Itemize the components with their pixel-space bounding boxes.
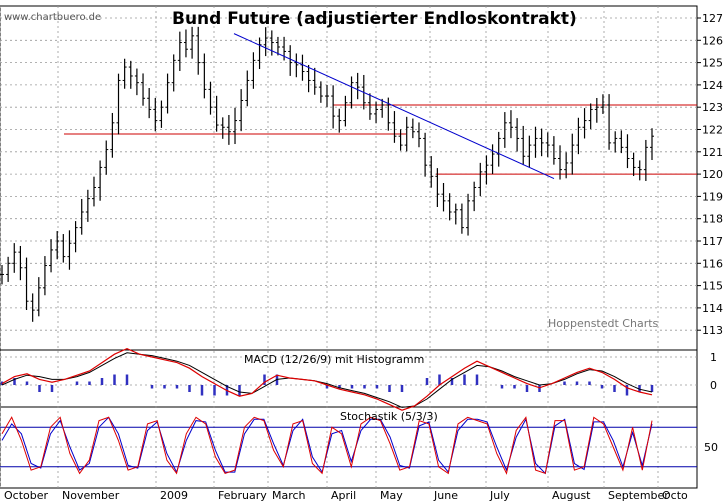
- price-tick-label: 120: [702, 168, 723, 181]
- watermark: www.chartbuero.de: [4, 12, 101, 23]
- stochastic-k-line: [1, 416, 653, 475]
- month-label: June: [433, 489, 458, 502]
- price-tick-label: 119: [702, 190, 723, 203]
- price-tick-label: 124: [702, 79, 723, 92]
- macd-tick-label: 1: [710, 351, 717, 364]
- month-label: November: [62, 489, 120, 502]
- support-resistance-lines: [64, 104, 697, 175]
- month-label: October: [4, 489, 48, 502]
- price-tick-label: 116: [702, 257, 723, 270]
- price-tick-label: 114: [702, 302, 723, 315]
- downtrend-line: [233, 33, 555, 180]
- month-label: Octo: [662, 489, 688, 502]
- stochastic-tick-label: 50: [704, 441, 718, 454]
- month-label: 2009: [160, 489, 188, 502]
- month-label: August: [552, 489, 591, 502]
- chart-credit: Hoppenstedt Charts: [548, 317, 659, 330]
- price-grid: [0, 17, 697, 331]
- month-label: September: [608, 489, 669, 502]
- price-tick-label: 127: [702, 12, 723, 25]
- price-tick-label: 117: [702, 235, 723, 248]
- price-tick-label: 122: [702, 124, 723, 137]
- chart-title: Bund Future (adjustierter Endloskontrakt…: [172, 9, 577, 29]
- month-label: May: [380, 489, 403, 502]
- price-tick-label: 118: [702, 213, 723, 226]
- price-tick-label: 121: [702, 146, 723, 159]
- macd-label: MACD (12/26/9) mit Histogramm: [244, 353, 424, 366]
- month-label: April: [331, 489, 356, 502]
- stochastic-panel: 50: [0, 416, 718, 475]
- trendline: [233, 33, 555, 180]
- price-tick-label: 113: [702, 324, 723, 337]
- month-grid: [0, 6, 659, 488]
- price-tick-label: 123: [702, 101, 723, 114]
- price-panel-frame: [0, 5, 698, 351]
- price-tick-label: 125: [702, 57, 723, 70]
- macd-panel: 10: [0, 347, 717, 411]
- price-series: [0, 26, 654, 322]
- month-label: March: [272, 489, 306, 502]
- macd-line: [1, 347, 653, 411]
- month-label: February: [218, 489, 267, 502]
- macd-signal-line: [1, 352, 653, 408]
- panel-frames: [0, 5, 698, 489]
- stochastic-panel-frame: [0, 406, 698, 489]
- axis-ticks: 113 114 115 116 117 118 119 120 121 122 123 124 125 1…: [4, 12, 723, 502]
- price-tick-label: 115: [702, 280, 723, 293]
- price-tick-label: 126: [702, 34, 723, 47]
- stochastic-label: Stochastik (5/3/3): [340, 410, 438, 423]
- month-label: July: [489, 489, 510, 502]
- macd-tick-label: 0: [710, 379, 717, 392]
